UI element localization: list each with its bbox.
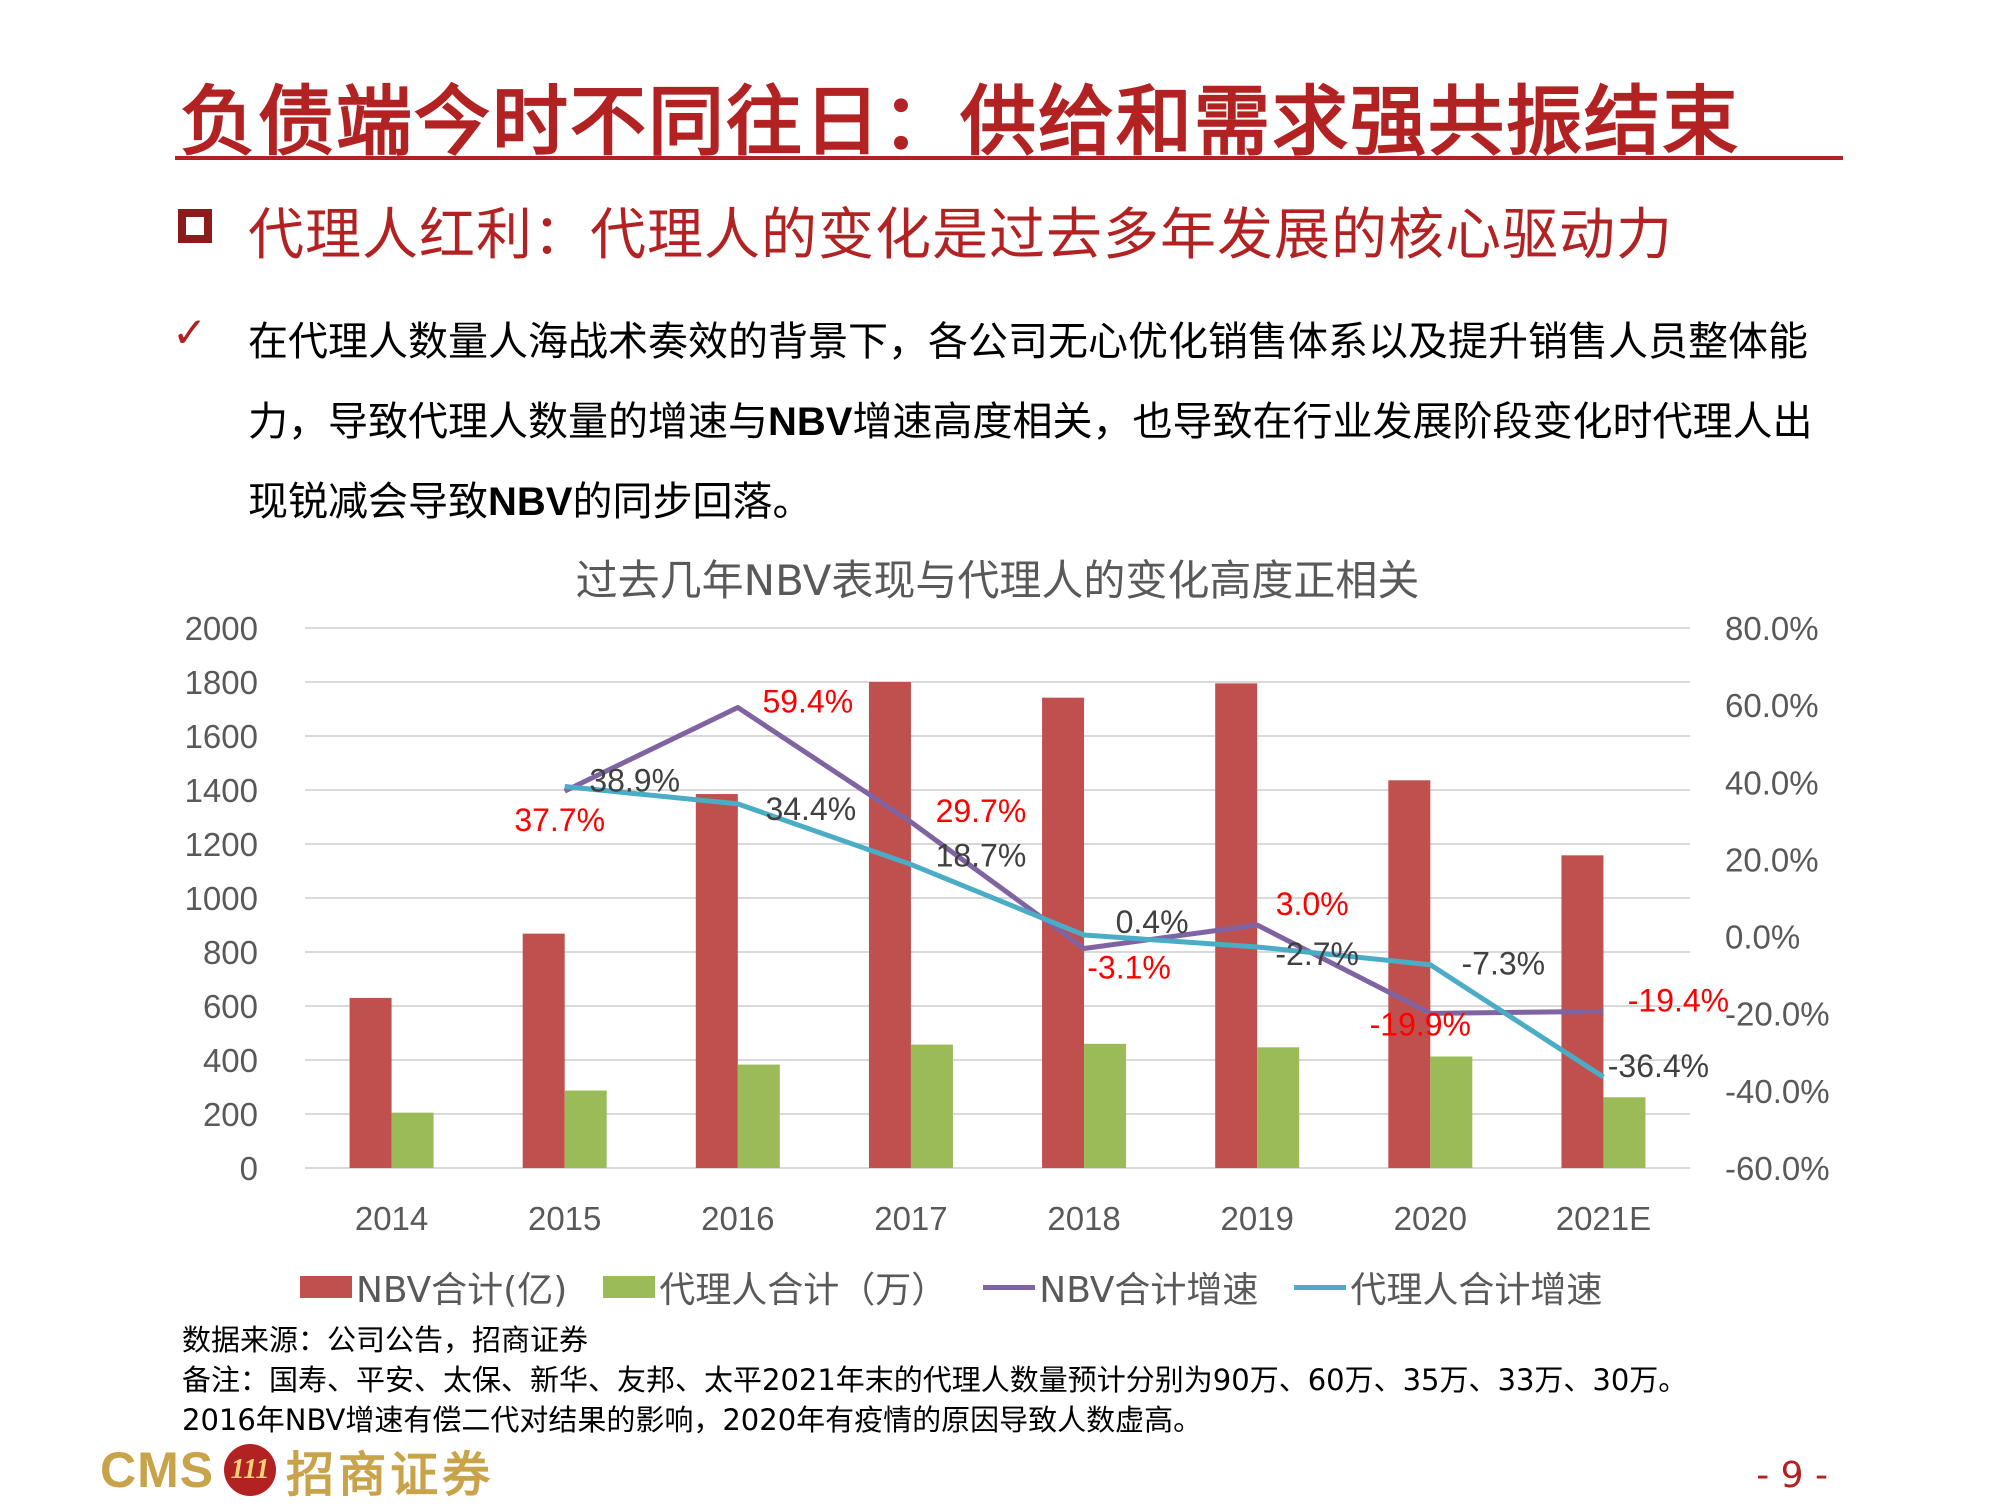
- legend-swatch-nbv-growth: [983, 1284, 1036, 1290]
- y-axis-tick-label: 600: [203, 988, 258, 1025]
- x-axis-tick-label: 2019: [1220, 1200, 1293, 1237]
- x-axis-tick-label: 2016: [701, 1200, 774, 1237]
- page-title: 负债端今时不同往日：供给和需求强共振结束: [180, 77, 1740, 166]
- data-label-agent-growth: -2.7%: [1275, 936, 1359, 972]
- y-axis-tick-label: 1400: [185, 772, 258, 809]
- y-axis-tick-label: 1200: [185, 826, 258, 863]
- nbv-agent-chart: 过去几年NBV表现与代理人的变化高度正相关 0 200 400 600 800 1000 12…: [185, 556, 1830, 1237]
- data-label-nbv-growth: 59.4%: [762, 683, 853, 719]
- legend-item-nbv: NBV合计(亿): [300, 1261, 567, 1313]
- legend-label-agent-growth: 代理人合计增速: [1350, 1270, 1603, 1311]
- x-axis-tick-label: 2020: [1394, 1200, 1467, 1237]
- bullet-text-1: 在代理人数量人海战术奏效的背景下，各公司无心优化销售体系以及提升销售人员整体能力…: [248, 319, 1808, 445]
- y-axis-tick-label: 800: [203, 934, 258, 971]
- bar-agents: [910, 1044, 953, 1168]
- legend-swatch-agent-growth: [1294, 1284, 1347, 1290]
- bar-nbv: [349, 997, 392, 1168]
- data-label-nbv-growth: 3.0%: [1276, 886, 1349, 922]
- data-source: 数据来源：公司公告，招商证券: [182, 1323, 589, 1357]
- legend-item-agents: 代理人合计（万）: [603, 1261, 947, 1313]
- title-underline: [175, 156, 1843, 160]
- y2-axis-tick-label: -60.0%: [1725, 1150, 1830, 1187]
- data-label-nbv-growth: -19.4%: [1628, 982, 1729, 1018]
- bar-agents: [737, 1064, 780, 1168]
- x-axis-tick-label: 2018: [1047, 1200, 1120, 1237]
- legend-label-agents: 代理人合计（万）: [659, 1270, 948, 1311]
- data-label-nbv-growth: -3.1%: [1087, 950, 1171, 986]
- chart-notes: 数据来源：公司公告，招商证券 备注：国寿、平安、太保、新华、友邦、太平2021年…: [182, 1320, 1687, 1440]
- data-label-agent-growth: 38.9%: [589, 763, 680, 799]
- company-logo: CMS 111 招商证券: [100, 1440, 494, 1503]
- chart-legend: NBV合计(亿) 代理人合计（万） NBV合计增速 代理人合计增速: [300, 1262, 1602, 1312]
- legend-swatch-agents: [603, 1276, 656, 1298]
- bar-nbv: [868, 682, 911, 1168]
- bar-agents: [1257, 1047, 1300, 1168]
- page-number: - 9 -: [1756, 1455, 1828, 1496]
- bar-nbv: [522, 933, 565, 1168]
- data-label-agent-growth: -7.3%: [1462, 946, 1546, 982]
- data-label-nbv-growth: -19.9%: [1370, 1006, 1471, 1042]
- bullet-text-2: 增速高度相关，也导致在行业发展阶段变化时代理人出现锐减会导致: [248, 399, 1813, 525]
- y-axis-tick-label: 1000: [185, 880, 258, 917]
- y-axis-tick-label: 1600: [185, 718, 258, 755]
- bar-agents: [564, 1090, 607, 1168]
- y2-axis-tick-label: -40.0%: [1725, 1073, 1830, 1110]
- y2-axis-tick-label: 60.0%: [1725, 687, 1819, 724]
- bar-agents: [1084, 1043, 1127, 1168]
- legend-label-nbv-growth: NBV合计增速: [1039, 1270, 1259, 1311]
- line-nbv-growth: [563, 704, 1604, 1016]
- bullet-paragraph: 在代理人数量人海战术奏效的背景下，各公司无心优化销售体系以及提升销售人员整体能力…: [248, 302, 1848, 542]
- y2-axis-tick-label: 40.0%: [1725, 764, 1819, 801]
- data-label-agent-growth: 18.7%: [936, 837, 1027, 873]
- legend-swatch-nbv: [300, 1276, 352, 1298]
- x-axis-tick-label: 2017: [874, 1200, 947, 1237]
- y2-axis-tick-label: 0.0%: [1725, 919, 1800, 956]
- section-subtitle: 代理人红利：代理人的变化是过去多年发展的核心驱动力: [248, 203, 1673, 268]
- y-axis-tick-label: 0: [240, 1150, 258, 1187]
- x-axis-tick-label: 2014: [355, 1200, 428, 1237]
- data-label-nbv-growth: 37.7%: [514, 802, 605, 838]
- bar-agents: [1603, 1097, 1646, 1168]
- remark-line-1: 备注：国寿、平安、太保、新华、友邦、太平2021年末的代理人数量预计分别为90万…: [182, 1363, 1688, 1397]
- bullet-text-3: 的同步回落。: [572, 479, 813, 525]
- logo-cms-text: CMS: [100, 1442, 215, 1498]
- bullet-text-nbv-2: NBV: [488, 480, 573, 524]
- logo-cn-text: 招商证券: [286, 1447, 495, 1503]
- line-agent-growth: [564, 784, 1605, 1080]
- logo-emblem-icon: 111: [224, 1444, 277, 1496]
- legend-item-agent-growth: 代理人合计增速: [1294, 1261, 1602, 1313]
- bullet-text-nbv-1: NBV: [768, 400, 853, 444]
- y2-axis-tick-label: -20.0%: [1725, 996, 1830, 1033]
- square-bullet-icon: [178, 209, 212, 243]
- data-label-agent-growth: 34.4%: [765, 791, 856, 827]
- x-axis-tick-label: 2015: [528, 1200, 601, 1237]
- y-axis-tick-label: 200: [203, 1096, 258, 1133]
- y-axis-tick-label: 400: [203, 1042, 258, 1079]
- data-label-agent-growth: 0.4%: [1116, 904, 1189, 940]
- legend-item-nbv-growth: NBV合计增速: [983, 1261, 1258, 1313]
- bar-nbv: [695, 794, 738, 1168]
- bar-nbv: [1388, 780, 1431, 1168]
- data-label-agent-growth: -36.4%: [1608, 1048, 1709, 1084]
- x-axis-tick-label: 2021E: [1556, 1200, 1651, 1237]
- bar-agents: [1430, 1056, 1473, 1168]
- y2-axis-tick-label: 80.0%: [1725, 610, 1819, 647]
- y-axis-tick-label: 2000: [185, 610, 258, 647]
- bar-agents: [391, 1112, 434, 1168]
- legend-label-nbv: NBV合计(亿): [356, 1270, 568, 1311]
- checkmark-icon: ✓: [172, 308, 208, 357]
- chart-title: 过去几年NBV表现与代理人的变化高度正相关: [576, 556, 1420, 605]
- remark-line-2: 2016年NBV增速有偿二代对结果的影响，2020年有疫情的原因导致人数虚高。: [182, 1403, 1203, 1437]
- y2-axis-tick-label: 20.0%: [1725, 841, 1819, 878]
- y-axis-tick-label: 1800: [185, 664, 258, 701]
- data-label-nbv-growth: 29.7%: [936, 793, 1027, 829]
